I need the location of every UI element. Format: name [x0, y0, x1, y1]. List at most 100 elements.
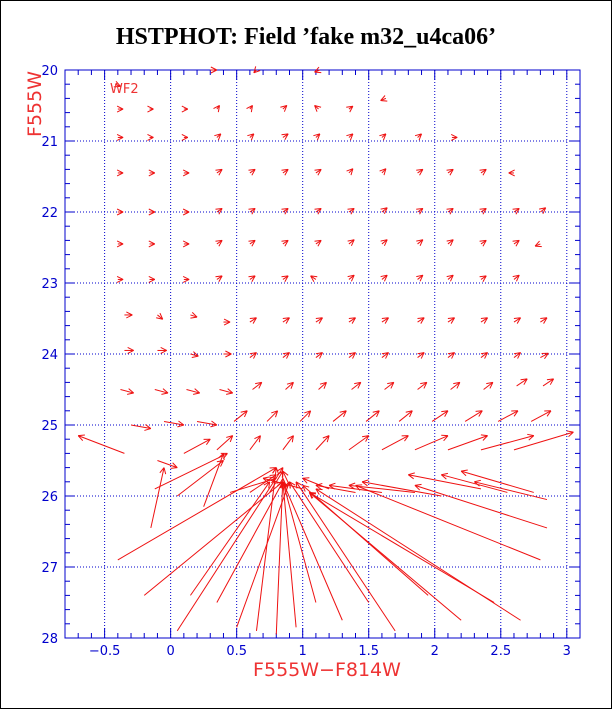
vector-arrow	[380, 207, 388, 215]
x-tick-label: 0.5	[226, 644, 247, 659]
vector-arrow	[347, 274, 355, 282]
vector-arrow	[181, 134, 189, 141]
vector-arrow	[248, 239, 256, 247]
vector-arrow	[379, 133, 387, 141]
vector-arrow	[203, 453, 225, 507]
vector-arrow	[281, 239, 289, 247]
y-tick-label: 22	[41, 206, 58, 221]
vector-arrow	[113, 80, 121, 88]
vector-arrow	[381, 352, 389, 359]
vector-arrow	[148, 208, 156, 216]
vector-arrow	[508, 169, 515, 177]
vector-arrow	[285, 381, 294, 390]
vector-arrow	[513, 317, 522, 324]
vector-arrow	[248, 168, 256, 176]
vector-arrow	[539, 207, 547, 215]
x-tick-label: 1.5	[358, 644, 379, 659]
y-tick-label: 25	[41, 419, 58, 434]
vector-arrow	[279, 481, 297, 628]
vector-arrow	[229, 476, 277, 493]
vector-arrow	[446, 207, 454, 215]
vector-arrow	[318, 381, 327, 390]
vector-arrow	[398, 410, 413, 422]
vector-arrow	[116, 169, 124, 177]
vector-arrow	[416, 239, 424, 246]
vector-arrow	[219, 388, 234, 395]
vector-arrow	[446, 274, 454, 282]
vector-arrow	[215, 275, 223, 282]
vector-arrow	[417, 381, 428, 390]
vector-arrow	[116, 208, 124, 216]
vector-arrow	[223, 318, 231, 326]
vector-arrow	[176, 460, 224, 497]
vector-arrow	[248, 207, 256, 215]
vector-arrow	[348, 482, 415, 493]
vector-arrow	[483, 381, 494, 390]
vector-arrow	[479, 207, 487, 215]
vector-arrow	[441, 472, 508, 493]
vector-arrow	[252, 381, 263, 390]
vector-arrow	[450, 134, 458, 141]
vector-arrow	[130, 424, 152, 431]
vector-arrow	[351, 381, 362, 390]
vector-arrow	[479, 168, 487, 176]
vector-arrow	[213, 105, 220, 113]
vector-arrow	[147, 105, 154, 113]
vector-arrow	[365, 410, 380, 422]
vector-arrow	[281, 168, 289, 176]
vector-arrow	[124, 311, 133, 319]
vector-arrow	[295, 481, 396, 632]
vector-arrow	[186, 388, 201, 395]
vector-arrow	[346, 168, 354, 176]
vector-arrow	[148, 240, 156, 248]
vector-arrow	[332, 410, 347, 422]
vector-arrow	[381, 317, 389, 324]
vector-arrow	[215, 168, 223, 176]
vector-arrow	[416, 207, 424, 215]
vector-arrow	[314, 207, 322, 215]
vector-arrow	[288, 481, 370, 603]
vector-arrow	[447, 352, 455, 359]
vector-arrow	[416, 168, 424, 176]
vector-arrow	[147, 134, 154, 141]
vector-arrow	[315, 488, 521, 621]
vector-arrow	[216, 481, 284, 603]
vector-arrow	[116, 134, 124, 141]
vector-arrow	[346, 105, 354, 113]
vector-arrow	[163, 420, 185, 428]
vector-arrow	[116, 276, 124, 283]
vector-arrow	[540, 352, 549, 360]
vector-arrow	[124, 347, 134, 354]
vector-arrow	[328, 482, 382, 493]
vector-arrow	[281, 133, 289, 140]
vector-arrow	[116, 240, 124, 248]
vector-arrow	[480, 433, 535, 451]
vector-arrow	[347, 239, 355, 246]
vector-arrow	[474, 479, 548, 501]
vector-arrow	[148, 276, 156, 283]
vector-arrow	[120, 388, 134, 395]
vector-arrow	[464, 410, 483, 422]
vector-arrow	[157, 347, 167, 354]
vector-arrow	[77, 434, 125, 454]
chart-title: HSTPHOT: Field ’fake m32_u4ca06’	[115, 24, 497, 50]
vector-arrow	[281, 275, 289, 282]
vector-arrow	[299, 410, 312, 422]
plot-border	[64, 69, 581, 639]
vector-arrow	[314, 105, 322, 112]
vector-arrow	[512, 207, 520, 215]
vector-arrow	[450, 381, 461, 390]
vector-arrow	[157, 460, 178, 469]
vector-arrow	[196, 420, 218, 428]
vector-arrow	[416, 274, 424, 282]
vector-arrow	[156, 312, 164, 320]
vector-arrow	[479, 275, 487, 282]
x-tick-label: −0.5	[89, 644, 121, 659]
vector-arrow	[148, 169, 156, 177]
vector-arrow	[246, 105, 254, 113]
vector-arrow	[215, 239, 223, 247]
arrow-layer	[77, 66, 574, 635]
y-axis-label: F555W	[24, 71, 46, 137]
vector-arrow	[116, 105, 124, 113]
